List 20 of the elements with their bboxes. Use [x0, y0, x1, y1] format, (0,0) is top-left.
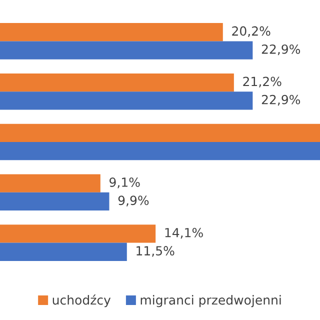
bar: [0, 224, 156, 243]
bar: [0, 124, 320, 142]
data-label: 22,9%: [262, 44, 300, 56]
bar: [0, 242, 127, 261]
data-label: 9,1%: [110, 178, 140, 188]
bar: [0, 73, 234, 92]
data-label: 14,1%: [165, 228, 203, 239]
data-label: 11,5%: [136, 246, 174, 257]
data-label: 22,9%: [262, 94, 300, 106]
data-label: 20,2%: [232, 26, 270, 38]
bar: [0, 142, 320, 160]
bar: [0, 23, 223, 42]
legend-label: uchodźcy: [52, 294, 111, 308]
legend-label: migranci przedwojenni: [140, 295, 281, 308]
data-label: 21,2%: [243, 76, 282, 88]
bar: [0, 192, 110, 211]
bar: [0, 41, 253, 60]
bar: [0, 174, 100, 192]
bar: [0, 92, 253, 110]
data-label: 9,9%: [118, 196, 149, 206]
